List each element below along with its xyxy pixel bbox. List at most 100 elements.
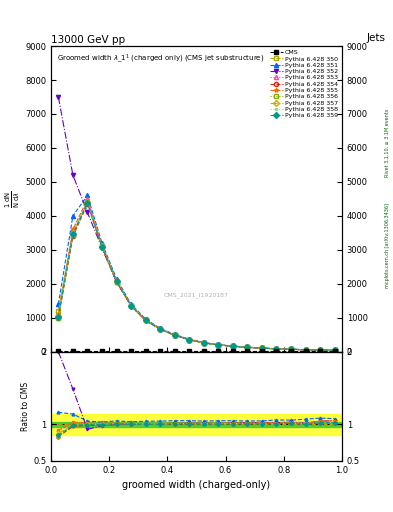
CMS: [129, 349, 134, 355]
Pythia 6.428 357: [216, 342, 221, 348]
Pythia 6.428 350: [260, 345, 264, 351]
Pythia 6.428 351: [56, 301, 61, 307]
Pythia 6.428 354: [289, 346, 294, 352]
Line: CMS: CMS: [56, 349, 337, 354]
Pythia 6.428 350: [100, 243, 105, 249]
Pythia 6.428 355: [143, 317, 148, 323]
CMS: [85, 349, 90, 355]
Pythia 6.428 353: [303, 347, 308, 353]
Pythia 6.428 352: [56, 94, 61, 100]
Line: Pythia 6.428 359: Pythia 6.428 359: [56, 201, 337, 352]
Pythia 6.428 357: [318, 347, 323, 353]
Pythia 6.428 353: [56, 311, 61, 317]
Pythia 6.428 355: [216, 342, 221, 348]
Pythia 6.428 352: [231, 343, 235, 349]
Pythia 6.428 354: [85, 201, 90, 207]
CMS: [318, 349, 323, 355]
Pythia 6.428 358: [129, 303, 134, 309]
Pythia 6.428 357: [71, 230, 75, 237]
Pythia 6.428 354: [114, 279, 119, 285]
Pythia 6.428 358: [71, 229, 75, 235]
Pythia 6.428 358: [231, 343, 235, 349]
Pythia 6.428 351: [85, 193, 90, 199]
Y-axis label: Ratio to CMS: Ratio to CMS: [21, 381, 30, 431]
Pythia 6.428 356: [100, 244, 105, 250]
Pythia 6.428 351: [289, 346, 294, 352]
Pythia 6.428 355: [173, 332, 177, 338]
Pythia 6.428 359: [202, 340, 206, 346]
Pythia 6.428 355: [56, 311, 61, 317]
Pythia 6.428 357: [85, 199, 90, 205]
Pythia 6.428 358: [143, 317, 148, 324]
Pythia 6.428 357: [158, 326, 163, 332]
Pythia 6.428 359: [216, 342, 221, 348]
Line: Pythia 6.428 351: Pythia 6.428 351: [56, 194, 337, 352]
Pythia 6.428 358: [245, 344, 250, 350]
Pythia 6.428 357: [114, 279, 119, 285]
Pythia 6.428 359: [274, 346, 279, 352]
Pythia 6.428 358: [274, 346, 279, 352]
CMS: [289, 349, 294, 355]
Pythia 6.428 359: [56, 314, 61, 320]
Pythia 6.428 350: [143, 317, 148, 324]
Pythia 6.428 354: [202, 340, 206, 346]
Pythia 6.428 354: [274, 346, 279, 352]
Pythia 6.428 358: [318, 347, 323, 353]
Pythia 6.428 353: [231, 343, 235, 349]
Pythia 6.428 358: [114, 278, 119, 284]
Pythia 6.428 350: [187, 337, 192, 343]
Pythia 6.428 352: [202, 339, 206, 346]
Pythia 6.428 356: [318, 347, 323, 353]
Pythia 6.428 358: [202, 340, 206, 346]
Pythia 6.428 357: [274, 346, 279, 352]
Pythia 6.428 358: [100, 243, 105, 249]
CMS: [158, 349, 163, 355]
Pythia 6.428 350: [56, 308, 61, 314]
Pythia 6.428 352: [129, 303, 134, 309]
Text: Groomed width $\lambda$_1$^{1}$ (charged only) (CMS jet substructure): Groomed width $\lambda$_1$^{1}$ (charged…: [57, 52, 264, 65]
Pythia 6.428 352: [260, 345, 264, 351]
CMS: [187, 349, 192, 355]
Pythia 6.428 357: [129, 303, 134, 309]
Pythia 6.428 350: [202, 340, 206, 346]
Pythia 6.428 359: [318, 347, 323, 353]
Pythia 6.428 358: [173, 332, 177, 338]
Pythia 6.428 352: [332, 347, 337, 353]
Pythia 6.428 359: [187, 336, 192, 343]
Y-axis label: $\frac{1}{\mathrm{N}}\frac{\mathrm{d}\mathrm{N}}{\mathrm{d}\lambda}$: $\frac{1}{\mathrm{N}}\frac{\mathrm{d}\ma…: [4, 190, 22, 208]
Pythia 6.428 359: [231, 343, 235, 349]
Pythia 6.428 351: [100, 240, 105, 246]
Pythia 6.428 355: [274, 346, 279, 352]
X-axis label: groomed width (charged-only): groomed width (charged-only): [123, 480, 270, 490]
Pythia 6.428 354: [129, 303, 134, 309]
Pythia 6.428 350: [274, 346, 279, 352]
Pythia 6.428 356: [173, 332, 177, 338]
Pythia 6.428 351: [143, 316, 148, 322]
CMS: [100, 349, 105, 355]
Pythia 6.428 354: [231, 343, 235, 349]
Pythia 6.428 359: [129, 303, 134, 309]
Pythia 6.428 359: [289, 346, 294, 352]
Pythia 6.428 352: [289, 346, 294, 352]
Pythia 6.428 350: [85, 199, 90, 205]
Pythia 6.428 353: [318, 347, 323, 353]
Pythia 6.428 350: [173, 332, 177, 338]
Pythia 6.428 354: [143, 317, 148, 324]
Pythia 6.428 354: [318, 347, 323, 353]
Pythia 6.428 356: [129, 303, 134, 309]
Pythia 6.428 357: [260, 345, 264, 351]
Pythia 6.428 356: [303, 347, 308, 353]
Pythia 6.428 351: [216, 342, 221, 348]
Pythia 6.428 359: [260, 345, 264, 351]
Pythia 6.428 350: [332, 347, 337, 353]
Pythia 6.428 358: [260, 345, 264, 351]
Pythia 6.428 351: [129, 301, 134, 307]
Pythia 6.428 353: [332, 347, 337, 353]
CMS: [143, 349, 148, 355]
Pythia 6.428 353: [202, 339, 206, 346]
Pythia 6.428 353: [260, 345, 264, 351]
Pythia 6.428 351: [274, 346, 279, 352]
Pythia 6.428 357: [289, 346, 294, 352]
Pythia 6.428 350: [289, 346, 294, 352]
Text: Jets: Jets: [367, 33, 386, 43]
